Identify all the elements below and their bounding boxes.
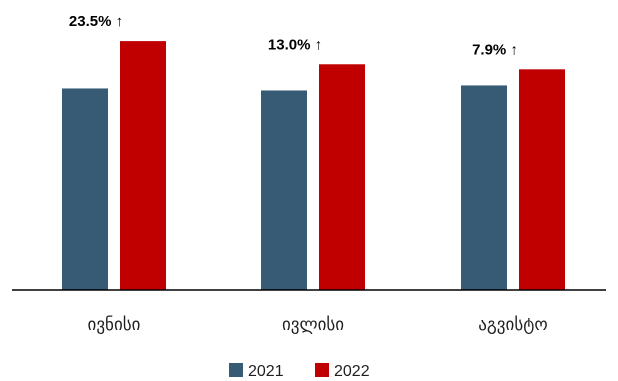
bars-group: [62, 41, 565, 291]
legend-swatch-2021: [229, 363, 243, 377]
growth-label: 23.5% ↑: [69, 13, 123, 30]
legend-label-2021: 2021: [248, 363, 284, 380]
growth-label: 7.9% ↑: [472, 41, 518, 58]
bar-2021-0: [62, 88, 108, 290]
legend-swatch-2022: [315, 363, 329, 377]
growth-labels: 23.5% ↑ 13.0% ↑ 7.9% ↑: [69, 13, 518, 58]
bar-2021-2: [461, 85, 507, 290]
bar-2022-2: [519, 69, 565, 290]
growth-label: 13.0% ↑: [268, 36, 322, 53]
legend: 2021 2022: [229, 363, 370, 380]
category-label: ივლისი: [282, 315, 344, 335]
legend-label-2022: 2022: [334, 363, 370, 380]
bar-2022-1: [319, 64, 365, 291]
bar-2022-0: [120, 41, 166, 290]
category-label: ივნისი: [88, 315, 141, 335]
category-labels: ივნისი ივლისი აგვისტო: [88, 315, 548, 335]
category-label: აგვისტო: [478, 315, 547, 335]
bar-2021-1: [261, 90, 307, 290]
